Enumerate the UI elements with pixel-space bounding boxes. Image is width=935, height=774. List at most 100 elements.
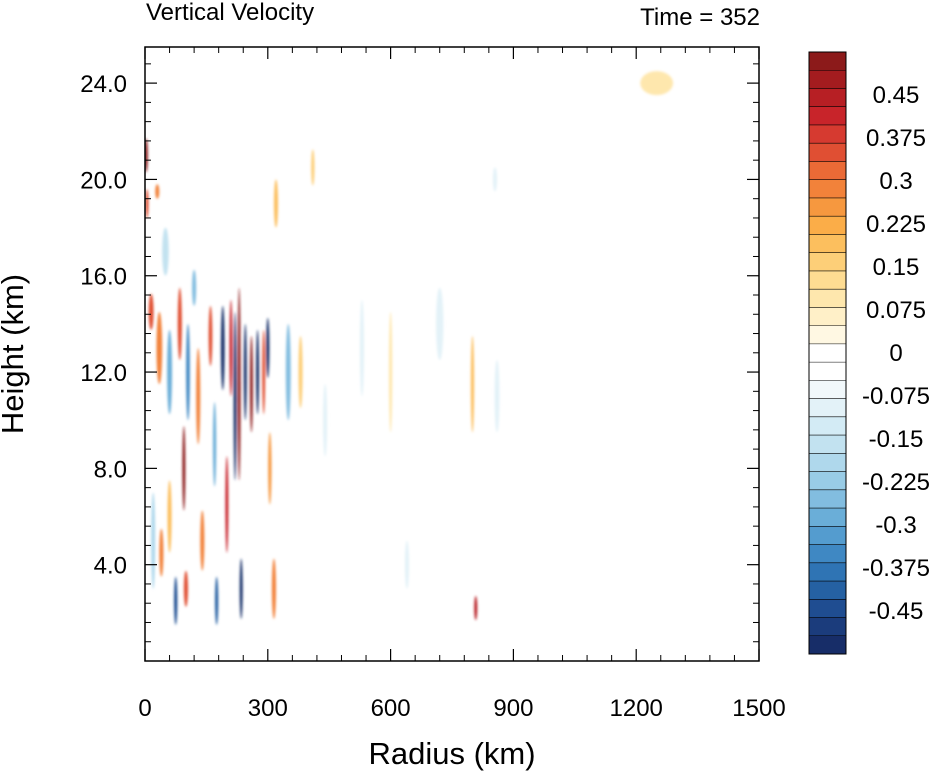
velocity-cell-2 (155, 184, 160, 199)
colorbar-swatch (809, 88, 846, 108)
plot-area (145, 47, 759, 661)
colorbar-swatch (809, 234, 846, 253)
colorbar-label: 0.3 (879, 168, 912, 195)
colorbar-label: -0.225 (862, 469, 930, 496)
velocity-cell-38 (323, 384, 328, 457)
velocity-cell-35 (285, 323, 291, 421)
velocity-cell-14 (183, 570, 188, 607)
velocity-cell-13 (186, 323, 190, 421)
velocity-cell-1 (145, 189, 149, 218)
colorbar-swatch (809, 161, 846, 180)
colorbar-label: -0.375 (862, 555, 930, 582)
y-tick-label: 16.0 (80, 264, 127, 291)
x-tick-label: 1500 (732, 695, 785, 722)
velocity-cell-32 (268, 432, 272, 505)
colorbar-label: -0.3 (875, 512, 916, 539)
x-tick-label: 300 (248, 695, 288, 722)
velocity-cell-45 (494, 360, 500, 433)
velocity-cell-39 (359, 299, 364, 397)
colorbar-label: 0.45 (873, 82, 920, 109)
velocity-cell-3 (148, 293, 154, 330)
velocity-cell-36 (298, 335, 303, 409)
velocity-cell-41 (404, 540, 410, 589)
colorbar-label: -0.075 (862, 383, 930, 410)
x-tick-label: 0 (138, 695, 151, 722)
velocity-cell-6 (159, 528, 164, 577)
velocity-cell-33 (271, 558, 276, 619)
colorbar-label: 0.15 (873, 254, 920, 281)
velocity-cell-31 (266, 317, 270, 379)
colorbar-swatch (809, 508, 846, 527)
colorbar: 0.45 0.375 0.3 0.225 0.15 0.075 0 -0.075 -0.15 -0… (808, 51, 930, 655)
velocity-cell-46 (492, 167, 498, 192)
colorbar-swatch (809, 526, 846, 545)
colorbar-swatch (809, 544, 846, 564)
colorbar-swatch (809, 562, 846, 582)
colorbar-label: 0.075 (866, 297, 926, 324)
velocity-cell-16 (196, 347, 201, 445)
colorbar-swatch (809, 489, 846, 509)
velocity-cell-43 (470, 335, 475, 433)
colorbar-label: -0.15 (869, 426, 924, 453)
colorbar-swatch (809, 325, 846, 345)
colorbar-swatch (809, 453, 846, 472)
colorbar-swatch (809, 307, 846, 326)
x-tick-label: 600 (371, 695, 411, 722)
colorbar-label: 0.225 (866, 211, 926, 238)
y-axis-label: Height (km) (0, 274, 30, 434)
colorbar-swatch (809, 270, 846, 290)
colorbar-swatch (809, 70, 846, 89)
velocity-cell-24 (233, 311, 237, 481)
axis-ticks: 0 300 600 900 1200 1500 4.0 8.0 12.0 16.0 20.0 24.0 (80, 47, 786, 722)
velocity-cell-30 (262, 329, 266, 415)
velocity-cell-17 (200, 510, 205, 571)
velocity-cell-34 (273, 179, 279, 228)
y-tick-label: 8.0 (94, 456, 127, 483)
colorbar-swatch (809, 252, 846, 272)
colorbar-swatch (809, 143, 846, 162)
plot-frame (144, 46, 760, 662)
colorbar-swatch (809, 289, 846, 308)
colorbar-swatch (809, 416, 846, 436)
velocity-cell-44 (474, 595, 478, 621)
velocity-cell-26 (239, 558, 243, 619)
velocity-cell-9 (167, 480, 172, 553)
velocity-cell-18 (208, 305, 213, 367)
x-tick-label: 1200 (610, 695, 663, 722)
velocity-cell-10 (174, 576, 178, 625)
colorbar-swatch (809, 197, 846, 217)
velocity-cell-7 (162, 227, 169, 276)
velocity-cell-15 (192, 269, 197, 306)
velocity-cell-40 (388, 311, 393, 433)
velocity-cell-42 (436, 287, 444, 361)
colorbar-swatch (809, 617, 846, 637)
velocity-cell-5 (156, 311, 163, 385)
y-tick-label: 12.0 (80, 360, 127, 387)
velocity-cell-28 (249, 335, 253, 433)
velocity-cell-11 (177, 287, 182, 361)
velocity-cell-19 (212, 402, 217, 487)
velocity-cell-37 (311, 149, 315, 186)
x-tick-label: 900 (493, 695, 533, 722)
velocity-cell-27 (243, 323, 247, 421)
x-axis-label: Radius (km) (368, 736, 535, 771)
colorbar-swatch (809, 398, 846, 418)
colorbar-swatch (809, 362, 846, 381)
colorbar-swatch (809, 471, 846, 491)
velocity-field (145, 71, 674, 625)
colorbar-swatch (809, 52, 846, 71)
velocity-cell-8 (167, 329, 173, 415)
colorbar-label: -0.45 (869, 598, 924, 625)
chart-title: Vertical Velocity (146, 0, 314, 26)
colorbar-swatch (809, 635, 846, 655)
velocity-cell-23 (229, 299, 233, 397)
colorbar-label: 0 (889, 340, 902, 367)
velocity-cell-47 (640, 71, 674, 96)
velocity-cell-29 (256, 329, 260, 415)
colorbar-swatch (809, 581, 846, 600)
colorbar-swatch (809, 599, 846, 618)
colorbar-frame (808, 51, 847, 655)
velocity-cell-20 (214, 576, 219, 625)
time-label: Time = 352 (640, 4, 760, 31)
